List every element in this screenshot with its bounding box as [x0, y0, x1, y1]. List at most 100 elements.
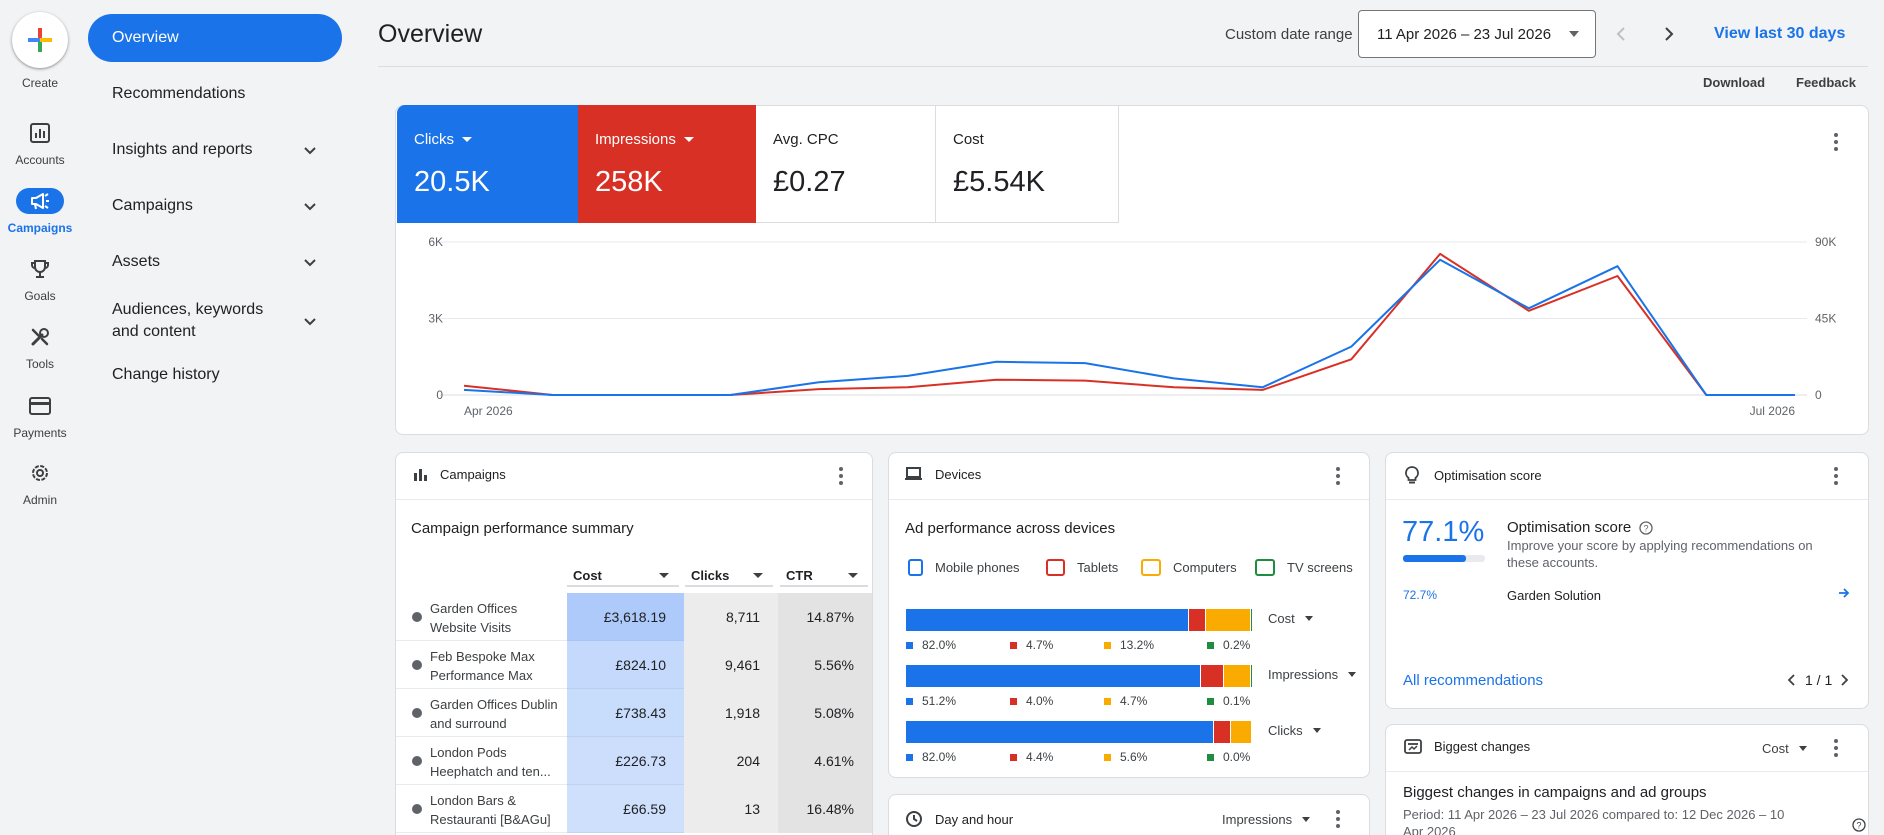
devices-more-options-button[interactable] — [1326, 464, 1350, 488]
nav-item-audiences[interactable]: Audiences, keywords and content — [88, 296, 342, 346]
device-bar-segment — [1230, 721, 1251, 743]
create-button[interactable] — [12, 12, 68, 68]
campaigns-icon — [16, 188, 64, 214]
pager-next-button[interactable] — [1838, 673, 1850, 690]
table-row[interactable]: Garden Offices Dublin and surround £738.4… — [396, 689, 872, 737]
table-row[interactable]: Garden Offices Website Visits £3,618.19 8,… — [396, 593, 872, 641]
metric-avg-cpc[interactable]: Avg. CPC £0.27 — [756, 105, 936, 223]
table-row[interactable]: London Bars & Restauranti [B&AGu] £66.59 1… — [396, 785, 872, 833]
table-row[interactable]: Feb Bespoke Max Performance Max £824.10 9,… — [396, 641, 872, 689]
devices-subtitle: Ad performance across devices — [905, 520, 1116, 537]
legend-swatch — [1207, 753, 1214, 761]
right-axis-tick-label: 90K — [1815, 235, 1836, 249]
device-metric-select[interactable]: Cost — [1268, 611, 1313, 626]
campaign-name[interactable]: Garden Offices Dublin and surround — [430, 697, 558, 731]
campaign-name[interactable]: London Bars & Restauranti [B&AGu] — [430, 793, 551, 827]
more-vert-icon — [1834, 738, 1838, 759]
legend-mobile-phones: Mobile phones — [908, 559, 1020, 576]
share-text: 5.6% — [1120, 750, 1148, 764]
rail-item-tools[interactable]: Tools — [0, 324, 80, 384]
pager-prev-button[interactable] — [1786, 673, 1798, 690]
metric-label: Impressions — [595, 131, 676, 148]
nav-item-campaigns[interactable]: Campaigns — [88, 192, 342, 220]
help-icon[interactable]: ? — [1852, 818, 1866, 835]
day-hour-more-options-button[interactable] — [1326, 807, 1350, 831]
view-last-30-days-link[interactable]: View last 30 days — [1714, 25, 1846, 42]
card-title: Campaigns — [440, 466, 506, 482]
devices-card-header: Devices — [905, 466, 981, 482]
share-text: 13.2% — [1120, 638, 1155, 652]
rail-item-admin[interactable]: Admin — [0, 460, 80, 520]
legend-label: Tablets — [1077, 560, 1119, 575]
metric-select-label: Impressions — [1268, 667, 1339, 682]
column-header-clicks[interactable]: Clicks — [685, 565, 773, 587]
share-text: 0.0% — [1223, 750, 1251, 764]
campaign-name[interactable]: London Pods Heephatch and ten... — [430, 745, 551, 779]
optimisation-more-options-button[interactable] — [1824, 464, 1848, 488]
nav-item-overview[interactable]: Overview — [88, 14, 342, 62]
all-recommendations-link[interactable]: All recommendations — [1403, 672, 1544, 689]
share-text: 4.0% — [1026, 694, 1054, 708]
device-metric-select[interactable]: Impressions — [1268, 667, 1357, 682]
next-period-button[interactable] — [1650, 16, 1686, 52]
dropdown-caret-icon — [1302, 817, 1311, 822]
rail-item-goals[interactable]: Goals — [0, 256, 80, 316]
device-share-label: 51.2% — [906, 694, 956, 708]
cell-clicks: 204 — [684, 737, 778, 785]
cell-clicks: 13 — [684, 785, 778, 833]
day-hour-card — [888, 794, 1370, 835]
date-range-select[interactable]: 11 Apr 2026 – 23 Jul 2026 — [1358, 10, 1596, 58]
more-vert-icon — [1834, 466, 1838, 487]
left-axis-tick-label: 6K — [428, 235, 443, 249]
dropdown-caret-icon — [1304, 616, 1313, 621]
download-link[interactable]: Download — [1703, 75, 1766, 90]
optimisation-score-value: 77.1% — [1402, 516, 1485, 548]
day-hour-metric-select[interactable]: Impressions — [1222, 812, 1311, 827]
chart-more-options-button[interactable] — [1824, 130, 1848, 154]
rail-label-payments: Payments — [13, 426, 67, 440]
nav-item-change-history[interactable]: Change history — [88, 361, 342, 389]
cell-clicks: 1,918 — [684, 689, 778, 737]
nav-item-label: Assets — [112, 253, 161, 270]
campaign-name[interactable]: Garden Offices Website Visits — [430, 601, 518, 635]
cell-ctr: 16.48% — [778, 785, 872, 833]
rail-item-campaigns[interactable]: Campaigns — [0, 188, 80, 248]
help-icon[interactable]: ? — [1639, 520, 1653, 535]
device-bar-segment — [906, 721, 1214, 743]
metric-clicks[interactable]: Clicks 20.5K — [397, 105, 578, 223]
legend-label: Mobile phones — [935, 560, 1020, 575]
cell-cost: £226.73 — [567, 737, 684, 785]
column-header-cost[interactable]: Cost — [567, 565, 679, 587]
metric-impressions[interactable]: Impressions 258K — [578, 105, 756, 223]
column-header-ctr[interactable]: CTR — [780, 565, 868, 587]
metric-cost[interactable]: Cost £5.54K — [936, 105, 1119, 223]
optimisation-title: Optimisation score ? — [1507, 519, 1653, 536]
account-name[interactable]: Garden Solution — [1507, 588, 1601, 603]
previous-period-button[interactable] — [1604, 16, 1640, 52]
campaign-name[interactable]: Feb Bespoke Max Performance Max — [430, 649, 535, 683]
biggest-changes-more-options-button[interactable] — [1824, 736, 1848, 760]
more-vert-icon — [839, 466, 843, 487]
device-metric-select[interactable]: Clicks — [1268, 723, 1321, 738]
device-bar-segment — [1205, 609, 1251, 631]
nav-item-insights[interactable]: Insights and reports — [88, 136, 342, 164]
nav-item-assets[interactable]: Assets — [88, 248, 342, 276]
more-vert-icon — [1336, 809, 1340, 830]
nav-item-recommendations[interactable]: Recommendations — [88, 80, 342, 108]
lightbulb-icon — [1405, 466, 1419, 484]
legend-swatch — [1104, 753, 1111, 761]
device-share-label: 4.0% — [1010, 694, 1053, 708]
dropdown-caret-icon — [1569, 31, 1579, 37]
campaigns-more-options-button[interactable] — [829, 464, 853, 488]
feedback-link[interactable]: Feedback — [1796, 75, 1856, 90]
table-row[interactable]: London Pods Heephatch and ten... £226.73 2… — [396, 737, 872, 785]
rail-item-accounts[interactable]: Accounts — [0, 120, 80, 180]
right-axis-tick-label: 45K — [1815, 312, 1836, 326]
arrow-right-icon[interactable] — [1837, 586, 1851, 603]
sort-caret-icon — [659, 573, 669, 578]
metric-value: 20.5K — [414, 166, 490, 198]
rail-item-payments[interactable]: Payments — [0, 393, 80, 453]
biggest-changes-metric-select[interactable]: Cost — [1762, 741, 1807, 756]
more-vert-icon — [1336, 466, 1340, 487]
dropdown-caret-icon — [683, 137, 694, 142]
